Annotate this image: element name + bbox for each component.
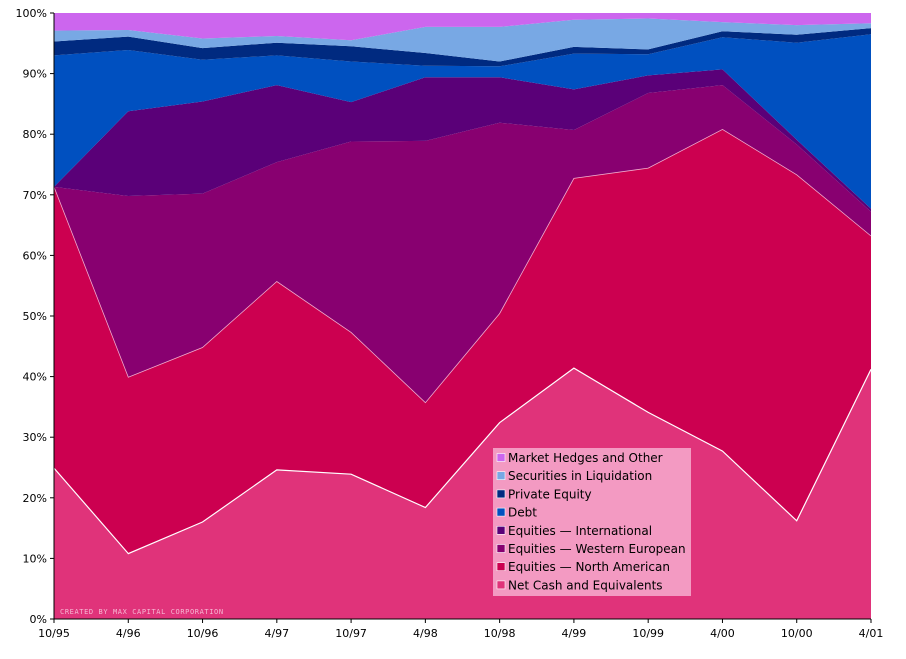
y-tick-label: 70%	[23, 189, 47, 202]
y-tick-label: 100%	[16, 7, 47, 20]
x-tick-label: 10/98	[484, 627, 516, 640]
y-tick-label: 20%	[23, 492, 47, 505]
series-line-equities-north-american	[53, 128, 872, 404]
area-private-equity	[54, 28, 871, 67]
area-securities-in-liquidation	[54, 18, 871, 62]
y-tick-label: 30%	[23, 431, 47, 444]
x-tick-label: 4/98	[413, 627, 438, 640]
x-tick-label: 10/97	[335, 627, 367, 640]
x-tick-label: 4/96	[116, 627, 141, 640]
x-axis: 10/95 4/96 10/96 4/97 10/97 4/98 10/98 4/99 10/9…	[38, 618, 884, 640]
x-tick-label: 4/00	[710, 627, 735, 640]
x-tick-label: 10/95	[38, 627, 70, 640]
x-tick-label: 10/96	[187, 627, 219, 640]
x-tick-label: 4/01	[859, 627, 884, 640]
area-equities-international	[54, 69, 871, 212]
legend-label-private-equity: Private Equity	[508, 487, 592, 501]
legend-label-equities-north-american: Equities — North American	[508, 560, 670, 574]
legend-label-net-cash-and-equivalents: Net Cash and Equivalents	[508, 578, 663, 592]
legend-swatch-securities-in-liquidation	[496, 471, 506, 481]
legend-swatch-private-equity	[496, 489, 506, 499]
series-line-net-cash-and-equivalents	[53, 367, 872, 555]
area-market-hedges-and-other	[54, 13, 871, 41]
legend-swatch-equities-international	[496, 525, 506, 535]
y-tick-label: 80%	[23, 128, 47, 141]
legend-label-equities-international: Equities — International	[508, 524, 652, 538]
legend-box	[493, 448, 691, 596]
legend-swatch-market-hedges-and-other	[496, 453, 506, 462]
legend-label-equities-western-european: Equities — Western European	[508, 542, 686, 556]
watermark: CREATED BY MAX CAPITAL CORPORATION	[60, 608, 224, 616]
y-tick-label: 40%	[23, 371, 47, 384]
area-equities-western-european	[54, 85, 871, 403]
y-tick-label: 50%	[23, 310, 47, 323]
y-axis: 0% 10% 20% 30% 40% 50% 60% 70% 80% 90% 100%	[16, 7, 55, 626]
legend-label-market-hedges-and-other: Market Hedges and Other	[508, 451, 663, 465]
legend-label-securities-in-liquidation: Securities in Liquidation	[508, 469, 652, 483]
legend-swatch-equities-western-european	[496, 544, 506, 553]
legend-label-debt: Debt	[508, 506, 537, 520]
legend: Market Hedges and Other Securities in Liq…	[493, 448, 691, 596]
legend-swatch-net-cash-and-equivalents	[496, 580, 506, 590]
x-tick-label: 10/99	[632, 627, 664, 640]
x-tick-label: 10/00	[781, 627, 813, 640]
legend-swatch-debt	[496, 507, 506, 517]
y-tick-label: 10%	[23, 552, 47, 565]
area-equities-north-american	[54, 129, 871, 554]
y-tick-label: 0%	[30, 613, 47, 626]
x-tick-label: 4/99	[562, 627, 587, 640]
legend-swatch-equities-north-american	[496, 562, 506, 572]
plot-area	[53, 13, 872, 619]
y-tick-label: 90%	[23, 68, 47, 81]
x-tick-label: 4/97	[264, 627, 289, 640]
area-debt	[54, 34, 871, 209]
y-tick-label: 60%	[23, 249, 47, 262]
